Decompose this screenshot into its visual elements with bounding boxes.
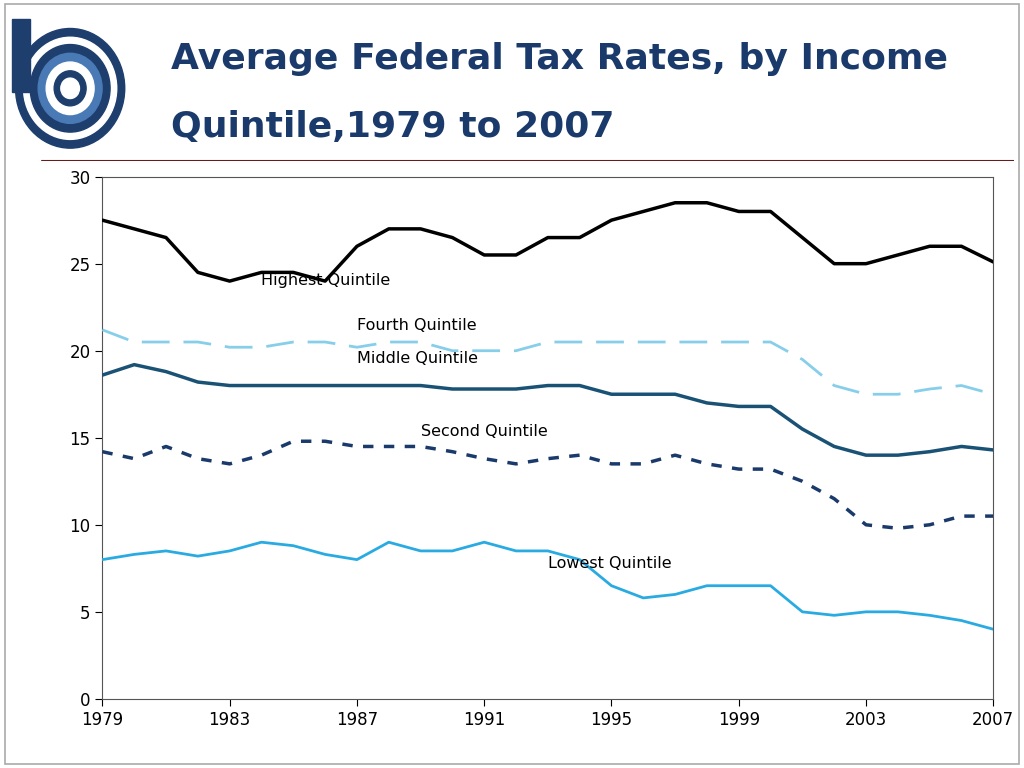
Text: Second Quintile: Second Quintile [421,424,547,439]
Text: Average Federal Tax Rates, by Income: Average Federal Tax Rates, by Income [171,41,948,75]
Circle shape [24,37,117,140]
Text: Highest Quintile: Highest Quintile [261,273,391,287]
Text: Lowest Quintile: Lowest Quintile [548,556,672,571]
Text: Middle Quintile: Middle Quintile [357,351,478,366]
Bar [11,19,30,92]
Text: Fourth Quintile: Fourth Quintile [357,318,476,333]
Circle shape [38,53,102,124]
Text: Quintile,1979 to 2007: Quintile,1979 to 2007 [171,110,614,144]
Circle shape [54,71,86,106]
Bar [7,8,40,168]
Circle shape [46,62,94,114]
Circle shape [15,28,125,148]
Circle shape [30,45,110,132]
Circle shape [60,78,80,98]
